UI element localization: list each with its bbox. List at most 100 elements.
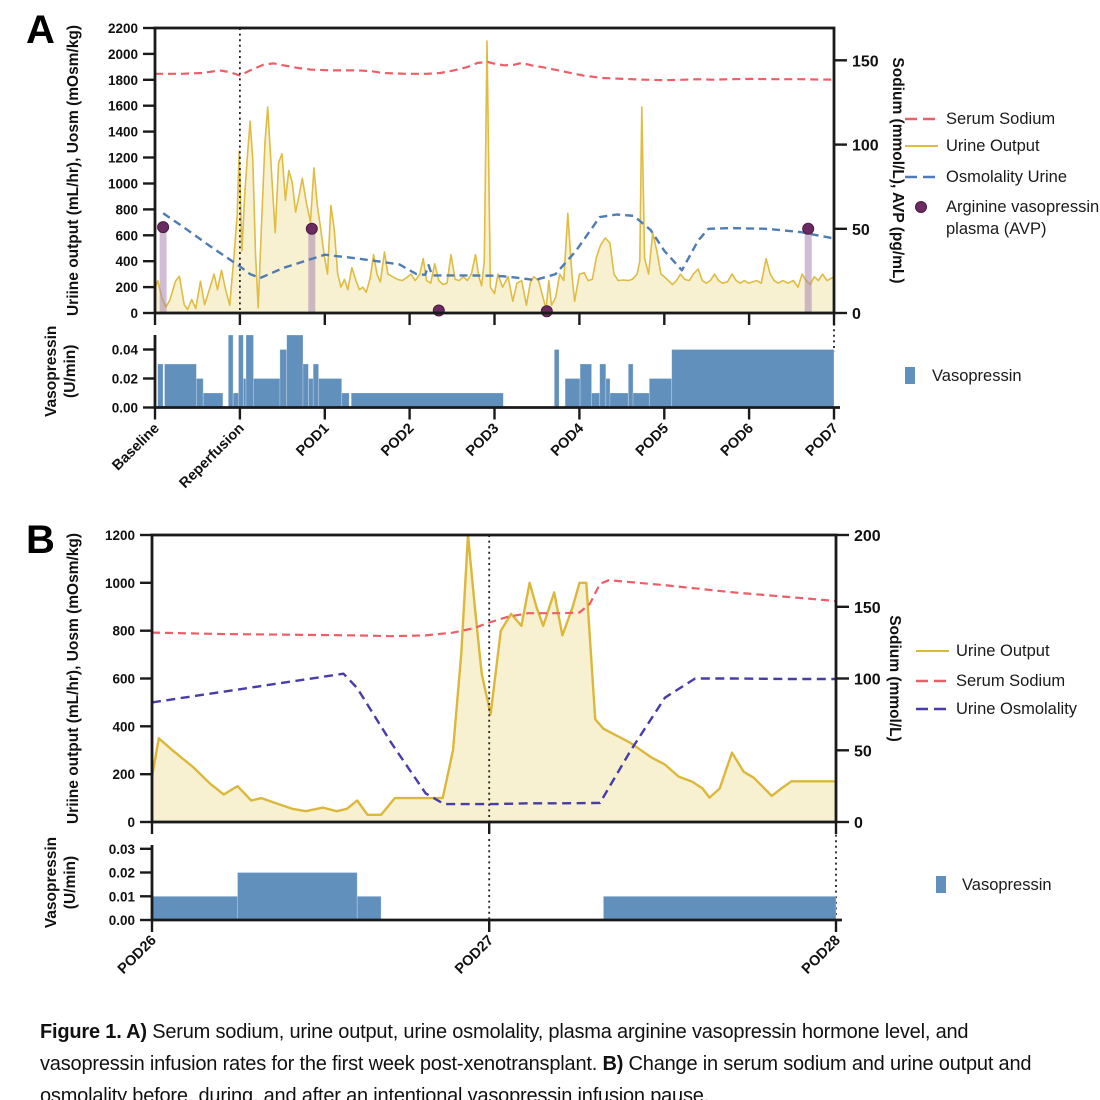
avp-bar [159, 227, 167, 313]
vasopressin-bar [603, 895, 837, 921]
vasopressin-bar [232, 392, 239, 408]
vasopressin-bar [609, 392, 629, 408]
vasopressin-bar [341, 392, 350, 408]
vaso-axis-title: Vasopressin [43, 837, 60, 928]
right-axis-tick-label: 200 [854, 528, 881, 545]
x-axis-label: POD3 [463, 421, 502, 460]
legend-label-serum_sodium: Serum Sodium [946, 110, 1055, 128]
y-axis-tick-label: 600 [115, 228, 138, 243]
legend-label-urine_osmolality: Urine Osmolality [956, 700, 1078, 718]
right-axis-tick-label: 100 [854, 672, 881, 689]
urine-osmolality-line [162, 212, 835, 282]
vasopressin-bar [245, 334, 254, 408]
legend-label-vasopressin: Vasopressin [932, 367, 1022, 385]
left-axis-title: Uriine output (mL/hr), Uosm (mOsm/kg) [65, 533, 82, 824]
vaso-tick-label: 0.00 [112, 401, 138, 416]
serum-sodium-line [155, 60, 835, 82]
y-axis-tick-label: 200 [112, 767, 135, 782]
y-axis-tick-label: 1200 [105, 528, 135, 543]
x-axis-label: POD4 [548, 421, 587, 460]
vasopressin-bar [157, 363, 164, 408]
figure-caption: Figure 1. A) Serum sodium, urine output,… [40, 1016, 1072, 1100]
vaso-tick-label: 0.02 [112, 372, 138, 387]
right-axis-tick-label: 150 [854, 600, 881, 617]
y-axis-tick-label: 1800 [108, 73, 138, 88]
vasopressin-bar [579, 363, 592, 408]
urine-output-line [154, 40, 835, 311]
legend-label-avp: Arginine vasopressin [946, 198, 1099, 216]
vaso-axis-title: Vasopressin [43, 326, 60, 417]
avp-bar [308, 228, 316, 313]
caption-text: Serum sodium, urine output, urine osmola… [40, 1021, 969, 1075]
y-axis-tick-label: 2200 [108, 21, 138, 36]
x-axis-label: POD2 [378, 421, 417, 460]
vasopressin-bar [302, 363, 309, 408]
right-axis-title: Sodium (mmol/L), AVP (pg/mL) [889, 57, 906, 283]
right-axis-tick-label: 150 [852, 53, 879, 70]
avp-point [305, 222, 318, 235]
x-axis-label: POD5 [633, 421, 672, 460]
x-axis-label: POD7 [803, 421, 842, 460]
vasopressin-bar [671, 349, 835, 408]
avp-point [540, 305, 553, 318]
legend-label-avp: plasma (AVP) [946, 220, 1047, 238]
vasopressin-bar [553, 349, 560, 408]
right-axis-tick-label: 50 [854, 743, 872, 760]
vasopressin-bar [151, 895, 238, 921]
y-axis-tick-label: 1400 [108, 125, 138, 140]
vasopressin-bar [648, 378, 673, 408]
vasopressin-bar [196, 378, 204, 408]
vasopressin-bar [253, 378, 281, 408]
legend-swatch-vasopressin [905, 367, 915, 384]
left-axis-title: Uriine output (mL/hr), Uosm (mOsm/kg) [65, 25, 82, 316]
right-axis-tick-label: 0 [852, 306, 861, 323]
right-axis-tick-label: 50 [852, 222, 870, 239]
vasopressin-bar [279, 349, 288, 408]
legend-label-urine_osmolality: Osmolality Urine [946, 168, 1067, 186]
x-axis-label: POD26 [115, 933, 160, 978]
vasopressin-bar [202, 392, 224, 408]
vasopressin-bar [599, 363, 607, 408]
panel-b-label: B [26, 518, 55, 562]
vasopressin-bar [312, 363, 319, 408]
vasopressin-bar [318, 378, 343, 408]
y-axis-tick-label: 1600 [108, 99, 138, 114]
vasopressin-bar [564, 378, 581, 408]
vasopressin-bar [286, 334, 304, 408]
vasopressin-bar [356, 895, 382, 921]
vaso-tick-label: 0.04 [112, 343, 139, 358]
urine-output-area [155, 41, 834, 313]
legend-swatch-avp [915, 201, 927, 213]
vaso-tick-label: 0.03 [109, 842, 136, 857]
vaso-tick-label: 0.01 [109, 889, 136, 904]
avp-point [802, 222, 815, 235]
x-axis-label: POD28 [799, 933, 844, 978]
x-axis-label: Baseline [109, 421, 162, 474]
vasopressin-bar [627, 363, 634, 408]
legend-label-serum_sodium: Serum Sodium [956, 672, 1065, 690]
vasopressin-bar [237, 872, 358, 921]
caption-text: Change in serum sodium and urine output … [40, 1053, 1032, 1100]
x-axis-label: Reperfusion [177, 421, 248, 492]
y-axis-tick-label: 1200 [108, 151, 138, 166]
y-axis-tick-label: 400 [112, 719, 135, 734]
serum-sodium-line [151, 579, 837, 638]
avp-point [157, 221, 170, 234]
vasopressin-bar [308, 378, 314, 408]
legend-label-urine_output: Urine Output [946, 137, 1040, 155]
vasopressin-bar [591, 392, 601, 408]
x-axis-label: POD6 [718, 421, 757, 460]
vaso-axis-title: (U/min) [62, 856, 79, 909]
y-axis-tick-label: 0 [127, 815, 135, 830]
legend-label-urine_output: Urine Output [956, 642, 1050, 660]
y-axis-tick-label: 1000 [108, 176, 138, 191]
right-axis-tick-label: 0 [854, 815, 863, 832]
vaso-tick-label: 0.02 [109, 866, 135, 881]
y-axis-tick-label: 2000 [108, 47, 138, 62]
legend-swatch-vasopressin [936, 876, 946, 893]
right-axis-title: Sodium (mmol/L) [886, 615, 903, 742]
vasopressin-bar [238, 334, 244, 408]
vaso-tick-label: 0.00 [109, 913, 135, 928]
y-axis-tick-label: 0 [130, 306, 138, 321]
